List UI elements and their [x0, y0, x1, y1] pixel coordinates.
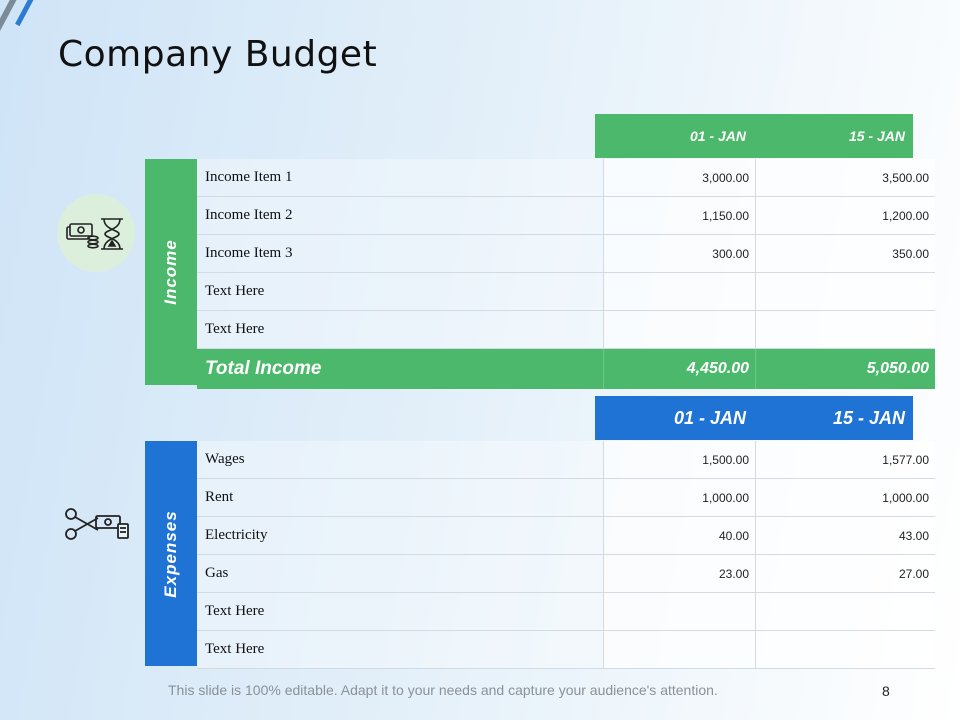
table-row: Income Item 3 300.00 350.00	[197, 234, 935, 273]
table-row: Rent 1,000.00 1,000.00	[197, 478, 935, 517]
table-row: Text Here	[197, 310, 935, 349]
cell-value: 3,000.00	[603, 159, 756, 197]
money-hourglass-icon	[57, 194, 135, 272]
expenses-col-header-1: 01 - JAN	[673, 407, 746, 428]
cell-value: 1,000.00	[603, 478, 756, 517]
total-label: Total Income	[197, 348, 604, 389]
cell-value: 300.00	[603, 234, 756, 273]
cell-value: 1,500.00	[603, 441, 756, 479]
income-table: Income Item 1 3,000.00 3,500.00 Income I…	[197, 159, 935, 389]
cell-value: 23.00	[603, 554, 756, 593]
scissors-money-svg	[65, 508, 129, 540]
total-value: 4,450.00	[603, 348, 756, 389]
cell-value: 1,150.00	[603, 196, 756, 235]
row-label: Income Item 2	[197, 196, 604, 235]
table-row: Wages 1,500.00 1,577.00	[197, 441, 935, 479]
income-col-header-2: 15 - JAN	[848, 128, 905, 144]
footer-note: This slide is 100% editable. Adapt it to…	[168, 682, 718, 698]
total-row: Total Income 4,450.00 5,050.00	[197, 348, 935, 389]
table-row: Text Here	[197, 630, 935, 669]
table-row: Text Here	[197, 272, 935, 311]
cell-value	[603, 592, 756, 631]
cell-value: 1,200.00	[755, 196, 935, 235]
row-label: Text Here	[197, 310, 604, 349]
cell-value: 43.00	[755, 516, 935, 555]
expenses-table: Wages 1,500.00 1,577.00 Rent 1,000.00 1,…	[197, 441, 935, 669]
page-title: Company Budget	[58, 34, 378, 75]
table-row: Income Item 2 1,150.00 1,200.00	[197, 196, 935, 235]
cell-value	[603, 272, 756, 311]
income-header: 01 - JAN 15 - JAN	[595, 114, 913, 158]
page-number: 8	[882, 683, 890, 699]
cell-value	[755, 272, 935, 311]
expenses-section-label: Expenses	[161, 509, 180, 598]
cell-value: 1,000.00	[755, 478, 935, 517]
row-label: Text Here	[197, 272, 604, 311]
cell-value	[755, 310, 935, 349]
cell-value: 27.00	[755, 554, 935, 593]
row-label: Gas	[197, 554, 604, 593]
table-row: Electricity 40.00 43.00	[197, 516, 935, 555]
row-label: Rent	[197, 478, 604, 517]
row-label: Income Item 1	[197, 159, 604, 197]
row-label: Text Here	[197, 630, 604, 669]
cell-value: 350.00	[755, 234, 935, 273]
table-row: Gas 23.00 27.00	[197, 554, 935, 593]
money-hourglass-svg	[66, 218, 123, 250]
row-label: Income Item 3	[197, 234, 604, 273]
cell-value: 3,500.00	[755, 159, 935, 197]
income-band: Income	[145, 159, 197, 385]
scissors-money-icon	[60, 500, 132, 548]
row-label: Wages	[197, 441, 604, 479]
total-value: 5,050.00	[755, 348, 935, 389]
expenses-header: 01 - JAN 15 - JAN	[595, 396, 913, 440]
table-row: Income Item 1 3,000.00 3,500.00	[197, 159, 935, 197]
cell-value	[755, 630, 935, 669]
expenses-col-header-2: 15 - JAN	[832, 407, 905, 428]
income-col-header-1: 01 - JAN	[689, 128, 746, 144]
decor-slash-accent	[15, 0, 37, 27]
row-label: Electricity	[197, 516, 604, 555]
income-section-label: Income	[161, 239, 180, 305]
cell-value	[603, 310, 756, 349]
row-label: Text Here	[197, 592, 604, 631]
expenses-band: Expenses	[145, 441, 197, 666]
cell-value	[603, 630, 756, 669]
cell-value	[755, 592, 935, 631]
cell-value: 40.00	[603, 516, 756, 555]
cell-value: 1,577.00	[755, 441, 935, 479]
table-row: Text Here	[197, 592, 935, 631]
